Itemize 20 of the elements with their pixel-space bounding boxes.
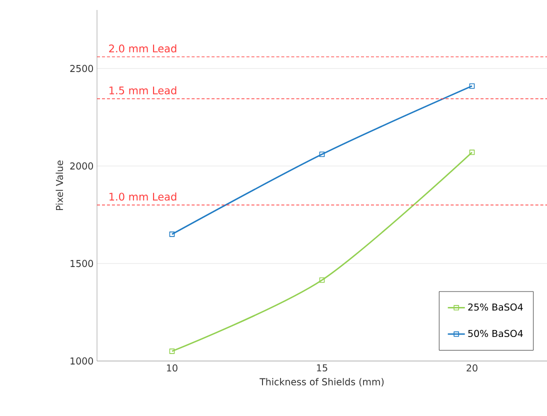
point [319,152,325,157]
ref-line-label: 1.0 mm Lead [110,192,176,201]
x-axis-title: Thickness of Shields (mm) [260,378,384,386]
point [469,150,475,156]
legend-label: 50% BaSO4 [468,330,523,338]
x-tick-label: 15 [317,364,328,372]
legend-label: 25% BaSO4 [468,303,523,311]
y-tick-label: 1000 [70,357,94,365]
x-tick-label: 10 [167,364,178,372]
point [319,277,325,283]
point [469,83,475,89]
y-tick-label: 1500 [70,260,94,268]
y-tick-label: 2000 [70,162,94,170]
ref-line-label: 1.5 mm Lead [110,86,176,94]
x-tick-label: 20 [466,364,478,372]
ref-line-label: 2.0 mm Lead [109,44,176,52]
y-tick-label: 2500 [70,64,94,72]
point [169,232,175,237]
y-axis-title: Pixel Value [56,160,64,210]
point [169,348,175,354]
